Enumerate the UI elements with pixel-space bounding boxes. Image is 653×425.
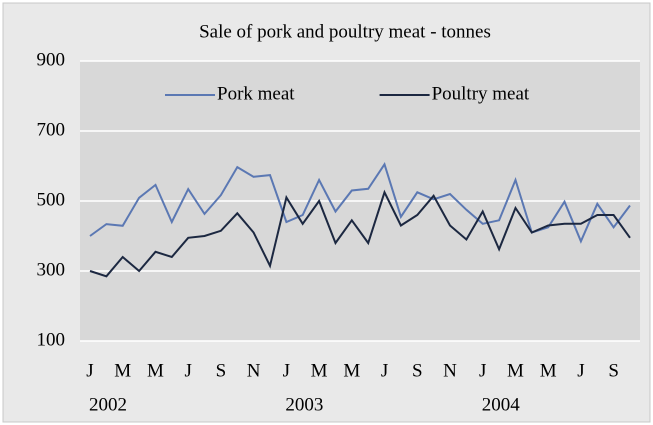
y-tick-label: 900 (37, 49, 66, 70)
x-group-label: 2003 (285, 394, 323, 415)
legend-label: Pork meat (217, 83, 295, 104)
x-tick-label: J (184, 360, 191, 381)
x-tick-label: J (283, 360, 290, 381)
x-tick-label: J (381, 360, 388, 381)
x-tick-label: M (147, 360, 164, 381)
y-tick-label: 700 (37, 119, 66, 140)
x-tick-label: J (577, 360, 584, 381)
line-series (89, 189, 631, 278)
x-group-label: 2004 (482, 394, 521, 415)
x-tick-label: J (479, 360, 486, 381)
x-tick-label: M (311, 360, 328, 381)
x-tick-label: N (443, 360, 457, 381)
chart-title: Sale of pork and poultry meat - tonnes (199, 21, 491, 42)
x-tick-label: M (114, 360, 131, 381)
x-tick-label: N (247, 360, 261, 381)
x-tick-label: M (343, 360, 360, 381)
y-tick-label: 300 (37, 259, 66, 280)
x-tick-label: M (540, 360, 557, 381)
y-tick-label: 100 (37, 329, 66, 350)
legend-label: Poultry meat (432, 83, 530, 104)
y-tick-label: 500 (37, 189, 66, 210)
x-group-label: 2002 (89, 394, 127, 415)
x-tick-label: J (86, 360, 93, 381)
x-tick-label: M (507, 360, 524, 381)
x-tick-label: S (412, 360, 423, 381)
x-tick-label: S (216, 360, 227, 381)
x-tick-label: S (608, 360, 619, 381)
